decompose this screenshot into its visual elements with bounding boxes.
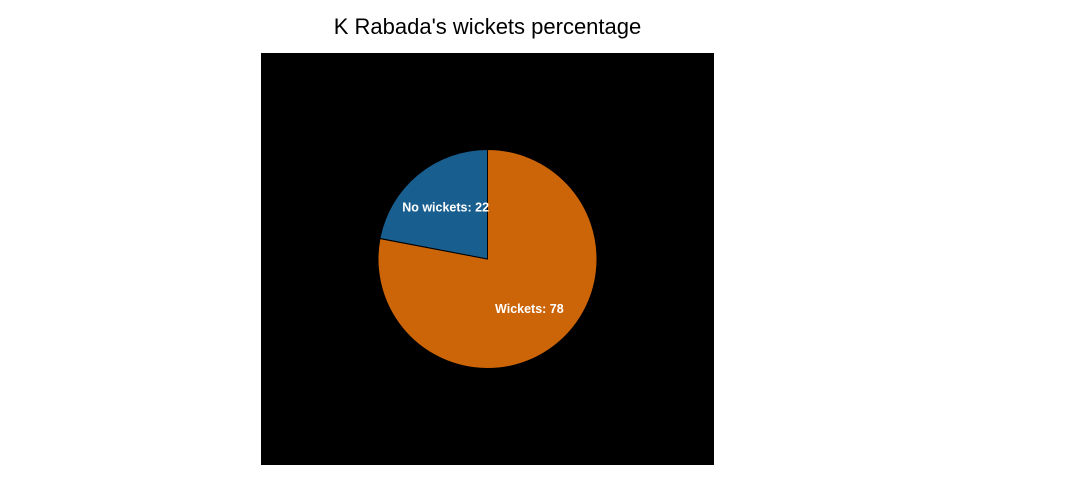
pie-chart: Wickets: 78 No wickets: 22 <box>377 148 598 369</box>
pie-label-no-wickets: No wickets: 22 <box>402 201 489 215</box>
pie-label-wickets: Wickets: 78 <box>495 302 564 316</box>
plot-area: Wickets: 78 No wickets: 22 <box>261 53 714 465</box>
pie-slice-no-wickets <box>379 148 488 260</box>
chart-title: K Rabada's wickets percentage <box>333 14 642 39</box>
